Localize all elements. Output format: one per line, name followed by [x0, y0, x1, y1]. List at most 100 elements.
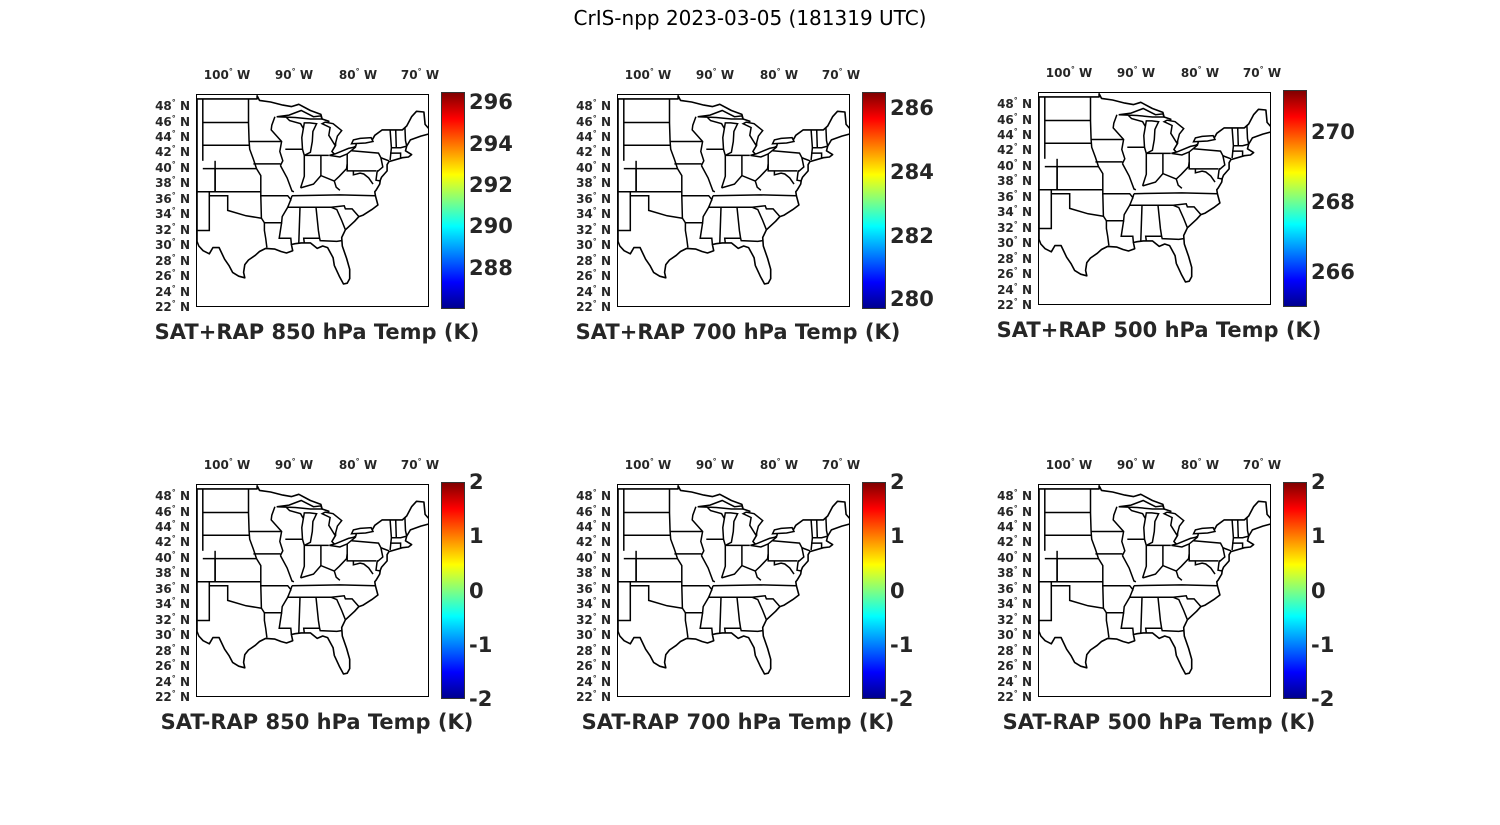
lat-tick-label: 32° N [559, 222, 611, 238]
degree-symbol: ° [592, 658, 597, 668]
lat-tick-label: 44° N [980, 127, 1032, 143]
state-border [197, 585, 211, 622]
lat-tick-value: 42 [155, 535, 172, 550]
state-border [1218, 547, 1226, 563]
lat-tick-hemisphere: N [179, 612, 190, 627]
lon-tick-label: 90° W [275, 67, 313, 82]
lon-tick-hemisphere: W [784, 458, 799, 472]
lat-tick-hemisphere: N [600, 674, 611, 689]
figure-title: CrIS-npp 2023-03-05 (181319 UTC) [573, 6, 927, 30]
colorbar [862, 482, 886, 699]
lon-tick-label: 100° W [625, 67, 672, 82]
state-border [247, 488, 258, 559]
lat-tick-hemisphere: N [1021, 628, 1032, 643]
lon-tick-label: 100° W [625, 457, 672, 472]
great-lake [750, 146, 778, 158]
state-border [278, 222, 293, 245]
lat-tick-label: 42° N [559, 144, 611, 160]
state-border [352, 170, 374, 185]
lat-tick-hemisphere: N [1021, 550, 1032, 565]
degree-symbol: ° [1013, 673, 1018, 683]
state-border [699, 612, 714, 635]
degree-symbol: ° [171, 534, 176, 544]
state-border [1129, 594, 1202, 608]
degree-symbol: ° [171, 689, 176, 698]
degree-symbol: ° [1013, 596, 1018, 606]
lat-tick-hemisphere: N [179, 504, 190, 519]
lat-tick-hemisphere: N [1021, 659, 1032, 674]
degree-symbol: ° [592, 190, 597, 200]
great-lake [276, 109, 324, 120]
degree-symbol: ° [291, 67, 296, 76]
lon-tick-value: 70 [400, 68, 418, 82]
state-border [767, 153, 797, 172]
degree-symbol: ° [592, 488, 597, 497]
lon-tick-label: 100° W [1046, 457, 1093, 472]
lat-tick-hemisphere: N [600, 489, 611, 503]
map-panel: 100° W 90° W 80° W 70° W 48° N 46° N 44° N 42° … [138, 457, 558, 758]
state-border [291, 584, 376, 587]
state-border [1140, 597, 1143, 633]
degree-symbol: ° [171, 580, 176, 590]
lat-tick-hemisphere: N [1021, 143, 1032, 158]
panel-title: SAT+RAP 700 hPa Temp (K) [575, 320, 901, 344]
lat-tick-value: 26 [997, 659, 1014, 674]
lon-tick-value: 80 [338, 458, 356, 472]
state-border [754, 163, 769, 182]
degree-symbol: ° [1133, 457, 1138, 466]
state-border [299, 155, 306, 189]
great-lake [741, 121, 764, 148]
lat-tick-hemisphere: N [179, 145, 190, 160]
lat-tick-hemisphere: N [179, 535, 190, 550]
degree-symbol: ° [776, 67, 781, 76]
lat-tick-value: 24 [997, 674, 1014, 689]
map-svg [618, 95, 849, 285]
great-lake [1192, 134, 1217, 143]
lat-tick-label: 24° N [138, 284, 190, 300]
lat-tick-hemisphere: N [600, 99, 611, 113]
degree-symbol: ° [171, 565, 176, 575]
state-border [1144, 597, 1163, 633]
degree-symbol: ° [171, 627, 176, 637]
lat-tick-hemisphere: N [600, 300, 611, 314]
lat-tick-label: 22° N [559, 299, 611, 315]
lon-tick-value: 70 [1242, 458, 1260, 472]
degree-symbol: ° [1197, 65, 1202, 74]
state-border [1175, 553, 1190, 572]
lat-tick-hemisphere: N [1021, 519, 1032, 534]
state-border [1236, 519, 1240, 538]
great-lake [741, 511, 764, 538]
lat-tick-label: 24° N [138, 674, 190, 690]
colorbar-tick-label: 2 [469, 470, 484, 494]
lat-tick-hemisphere: N [179, 674, 190, 689]
state-border [1233, 535, 1249, 539]
lat-tick-hemisphere: N [1021, 643, 1032, 658]
lat-tick-label: 22° N [138, 689, 190, 705]
degree-symbol: ° [592, 144, 597, 154]
state-border [1188, 151, 1218, 170]
lat-tick-hemisphere: N [179, 176, 190, 191]
lat-tick-value: 30 [997, 628, 1014, 643]
degree-symbol: ° [592, 283, 597, 293]
lon-tick-value: 100 [1045, 66, 1071, 80]
lat-tick-hemisphere: N [600, 238, 611, 253]
map-frame [196, 484, 429, 697]
state-border [815, 519, 819, 538]
lat-tick-label: 42° N [980, 142, 1032, 158]
lon-tick-label: 70° W [401, 457, 439, 472]
lon-tick-hemisphere: W [363, 458, 378, 472]
state-border [739, 628, 763, 633]
lon-tick-hemisphere: W [846, 458, 861, 472]
degree-symbol: ° [171, 113, 176, 123]
degree-symbol: ° [649, 67, 654, 76]
degree-symbol: ° [1013, 565, 1018, 575]
lat-tick-label: 44° N [138, 519, 190, 535]
state-border [712, 194, 797, 197]
lon-tick-label: 80° W [339, 67, 377, 82]
state-border [255, 558, 293, 592]
degree-symbol: ° [171, 268, 176, 278]
lat-tick-value: 36 [155, 581, 172, 596]
lat-tick-value: 48 [997, 489, 1014, 503]
lat-tick-label: 26° N [980, 266, 1032, 282]
state-border [331, 206, 347, 231]
